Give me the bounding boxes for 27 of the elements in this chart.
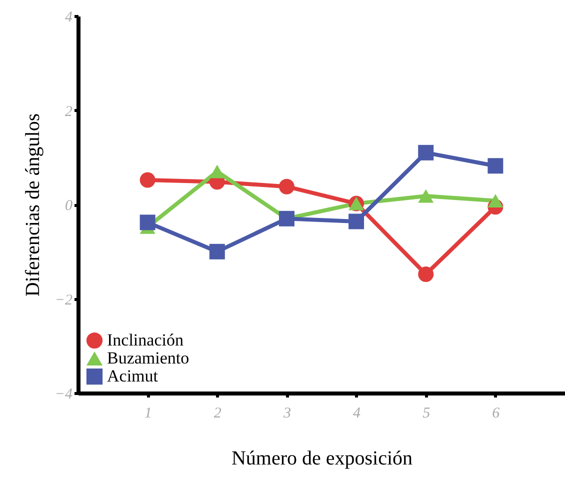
point [418, 189, 434, 203]
point [418, 144, 434, 160]
y-tick-label: −2 [54, 292, 73, 308]
x-tick-label: 5 [422, 406, 431, 422]
point [348, 214, 364, 230]
point [140, 214, 156, 230]
y-axis-title: Diferencias de ángulos [22, 113, 44, 297]
legend-label: Acimut [107, 366, 158, 386]
legend-label: Inclinación [107, 330, 184, 350]
x-tick-label: 6 [492, 406, 500, 422]
point [278, 178, 294, 194]
point [209, 164, 225, 178]
x-axis-title: Número de exposición [231, 448, 413, 470]
x-tick-label: 4 [353, 406, 362, 422]
point [418, 266, 434, 282]
point [488, 158, 504, 174]
y-tick-label: 4 [65, 10, 73, 26]
point [488, 194, 504, 208]
point [209, 244, 225, 260]
y-tick-label: −4 [54, 386, 73, 402]
x-tick-label: 3 [282, 406, 291, 422]
y-tick-label: 2 [65, 104, 73, 120]
point [140, 172, 156, 188]
x-tick-label: 2 [214, 406, 222, 422]
legend-label: Buzamiento [107, 348, 190, 368]
y-tick-label: 0 [65, 198, 73, 214]
x-tick-label: 1 [144, 406, 152, 422]
